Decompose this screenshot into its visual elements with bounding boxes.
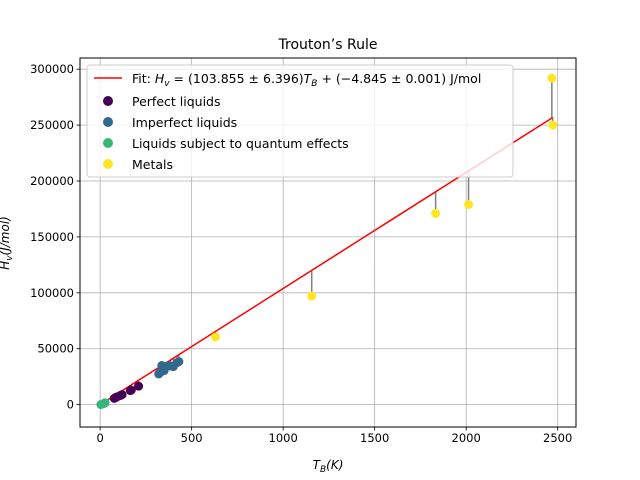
legend-swatch-imperfect-liquids xyxy=(103,117,113,127)
data-point xyxy=(134,381,144,391)
plot-frame xyxy=(79,57,577,428)
legend-swatch-metals xyxy=(103,159,113,169)
legend-label-metals: Metals xyxy=(132,157,173,172)
legend: Fit: Hv = (103.855 ± 6.396)TB + (−4.845 … xyxy=(86,64,514,178)
data-point xyxy=(100,398,110,408)
x-tick-label: 2500 xyxy=(543,431,572,445)
data-point xyxy=(431,208,441,218)
data-point xyxy=(210,332,220,342)
data-point xyxy=(174,357,184,367)
x-tick-label: 2000 xyxy=(452,431,481,445)
legend-fit-label: Fit: Hv = (103.855 ± 6.396)TB + (−4.845 … xyxy=(132,71,481,89)
x-axis-ticks: 0 500 1000 1500 2000 2500 xyxy=(96,427,572,445)
y-tick-label: 150000 xyxy=(30,230,74,244)
data-point xyxy=(548,120,558,130)
data-point xyxy=(547,73,557,83)
y-axis-label: Hv(J/mol) xyxy=(0,216,15,270)
y-tick-label: 100000 xyxy=(30,286,74,300)
y-tick-label: 50000 xyxy=(37,342,74,356)
legend-swatch-quantum-liquids xyxy=(103,138,113,148)
legend-swatch-perfect-liquids xyxy=(103,96,113,106)
data-point xyxy=(126,385,136,395)
data-point xyxy=(464,199,474,209)
x-tick-label: 1000 xyxy=(269,431,298,445)
x-tick-label: 0 xyxy=(96,431,103,445)
y-tick-label: 0 xyxy=(67,398,74,412)
y-axis-ticks: 0 50000 100000 150000 200000 250000 300000 xyxy=(30,62,80,412)
data-point xyxy=(117,390,127,400)
y-tick-label: 200000 xyxy=(30,174,74,188)
x-tick-label: 1500 xyxy=(360,431,389,445)
data-points xyxy=(96,73,558,410)
legend-label-perfect-liquids: Perfect liquids xyxy=(132,94,220,109)
y-tick-label: 250000 xyxy=(30,118,74,132)
data-point xyxy=(307,291,317,301)
legend-box xyxy=(86,64,514,178)
x-tick-label: 500 xyxy=(181,431,203,445)
legend-label-quantum-liquids: Liquids subject to quantum effects xyxy=(132,136,349,151)
chart-title: Trouton’s Rule xyxy=(278,37,378,53)
legend-label-imperfect-liquids: Imperfect liquids xyxy=(132,115,237,130)
y-tick-label: 300000 xyxy=(30,62,74,76)
x-axis-label: TB(K) xyxy=(313,458,344,475)
